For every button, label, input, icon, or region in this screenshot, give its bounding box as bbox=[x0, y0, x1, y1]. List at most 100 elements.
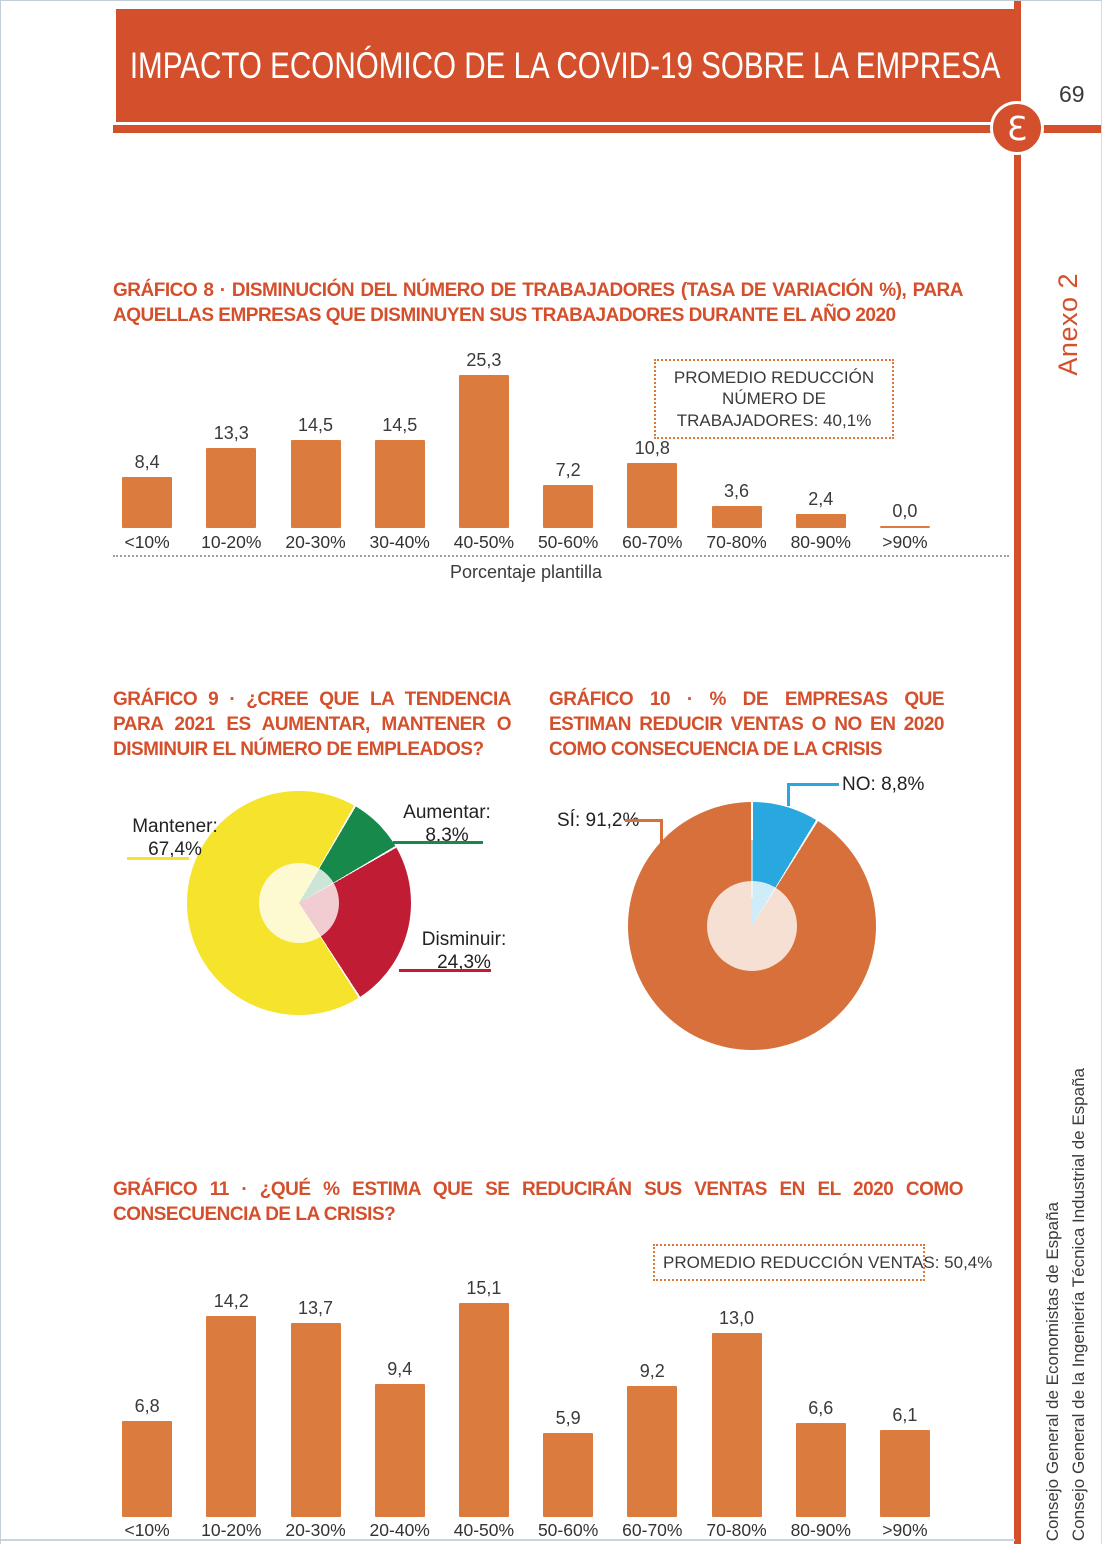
bar-value-label: 13,0 bbox=[719, 1308, 755, 1328]
bar-value-label: 14,2 bbox=[213, 1291, 249, 1311]
bar bbox=[879, 526, 930, 528]
bar bbox=[374, 1384, 425, 1517]
bar bbox=[627, 463, 678, 528]
category-label: 80-90% bbox=[790, 1520, 851, 1540]
slice-value: 67,4% bbox=[148, 839, 202, 861]
grafico-11-baseline bbox=[1, 1539, 1015, 1541]
bar-value-label: 14,5 bbox=[297, 415, 334, 435]
bar-value-label: 6,6 bbox=[808, 1398, 834, 1418]
slice-name: Mantener: bbox=[132, 816, 218, 837]
grafico-11-title: GRÁFICO 11 · ¿QUÉ % ESTIMA QUE SE REDUCI… bbox=[113, 1179, 964, 1226]
bar bbox=[290, 1323, 341, 1517]
pie-center-disc bbox=[707, 881, 797, 971]
category-label: 60-70% bbox=[622, 1520, 683, 1540]
category-label: 30-40% bbox=[369, 532, 430, 552]
category-label: <10% bbox=[124, 1520, 170, 1540]
slice-name: SÍ: bbox=[557, 810, 581, 831]
pie10-leader-si-h bbox=[625, 819, 663, 822]
bar-slot: 2,4 bbox=[779, 349, 863, 528]
bar-value-label: 14,5 bbox=[382, 415, 418, 435]
bar-value-label: 3,6 bbox=[724, 481, 750, 501]
bar bbox=[374, 440, 425, 528]
credit-ingenieria: Consejo General de la Ingeniería Técnica… bbox=[1069, 1067, 1088, 1541]
page-header-banner: IMPACTO ECONÓMICO DE LA COVID-19 SOBRE L… bbox=[116, 9, 1015, 122]
bar-value-label: 2,4 bbox=[808, 489, 834, 509]
slice-name: NO: bbox=[842, 774, 876, 795]
bar bbox=[879, 1430, 930, 1517]
bar-slot: 0,0 bbox=[863, 349, 947, 528]
grafico-9-title: GRÁFICO 9 · ¿CREE QUE LA TENDENCIA PARA … bbox=[113, 689, 512, 761]
bar bbox=[795, 514, 846, 528]
bar-value-label: 9,4 bbox=[387, 1359, 413, 1379]
category-label: 40-50% bbox=[453, 532, 515, 552]
category-label: >90% bbox=[882, 1520, 928, 1540]
logo-badge: Ɛ bbox=[990, 101, 1044, 155]
bar-slot: 25,3 bbox=[442, 349, 526, 528]
bar bbox=[543, 1433, 594, 1517]
annex-label: Anexo 2 bbox=[1053, 273, 1083, 376]
header-rule bbox=[113, 125, 1101, 133]
bar-slot: 13,3 bbox=[189, 349, 273, 528]
sidebar-rule bbox=[1014, 1, 1021, 1544]
logo-epsilon-icon: Ɛ bbox=[1006, 108, 1028, 148]
category-label: 10-20% bbox=[201, 1520, 262, 1540]
pie10-leader-si-v bbox=[660, 819, 663, 845]
bar-slot: 6,6 bbox=[779, 1268, 863, 1517]
bar-slot: 14,5 bbox=[358, 349, 442, 528]
bar-value-label: 6,8 bbox=[134, 1396, 160, 1416]
category-label: >90% bbox=[882, 532, 928, 552]
bar-value-label: 13,3 bbox=[213, 423, 249, 443]
grafico-8-category-axis: <10% 10-20% 20-30% 30-40% 40-50% 50-60% 60-70%… bbox=[105, 532, 947, 553]
bar bbox=[458, 1303, 509, 1517]
credit-economistas: Consejo General de Economistas de España bbox=[1043, 1201, 1062, 1541]
grafico-8-average-note: PROMEDIO REDUCCIÓN NÚMERO DE TRABAJADORE… bbox=[654, 359, 894, 439]
bar-value-label: 0,0 bbox=[892, 501, 918, 521]
pie9-leader-disminuir bbox=[399, 969, 491, 972]
slice-name: Disminuir: bbox=[421, 929, 507, 950]
bar-slot: 5,9 bbox=[526, 1268, 610, 1517]
bar-slot: 6,1 bbox=[863, 1268, 947, 1517]
category-label: 50-60% bbox=[537, 532, 599, 552]
bar-value-label: 8,4 bbox=[134, 452, 160, 472]
bar bbox=[543, 485, 594, 528]
category-label: 10-20% bbox=[201, 532, 262, 552]
bar-slot: 3,6 bbox=[694, 349, 778, 528]
category-label: 50-60% bbox=[537, 1520, 599, 1540]
grafico-8-x-axis-label: Porcentaje plantilla bbox=[449, 562, 603, 582]
pie9-label-mantener: Mantener: 67,4% bbox=[119, 815, 231, 861]
bar-slot: 14,2 bbox=[189, 1268, 273, 1517]
bar-chart-grafico-11: 6,8 14,2 13,7 9,4 15,1 5,9 9,2 13,0 6,6 6,1 bbox=[105, 1268, 947, 1517]
pie-chart-grafico-9 bbox=[187, 791, 411, 1015]
bar-value-label: 5,9 bbox=[555, 1408, 581, 1428]
category-label: 70-80% bbox=[706, 532, 767, 552]
page-number: 69 bbox=[1059, 81, 1085, 107]
grafico-8-title: GRÁFICO 8 · DISMINUCIÓN DEL NÚMERO DE TR… bbox=[113, 280, 964, 327]
pie-chart-grafico-10 bbox=[628, 802, 876, 1050]
pie10-label-no: NO: 8,8% bbox=[842, 773, 924, 796]
bar bbox=[711, 1333, 762, 1517]
grafico-11-category-axis: <10% 10-20% 20-30% 20-40% 40-50% 50-60% 60-70%… bbox=[105, 1520, 947, 1541]
bar-slot: 6,8 bbox=[105, 1268, 189, 1517]
slice-value: 8,3% bbox=[425, 825, 469, 847]
bar bbox=[290, 440, 341, 528]
pie-center-disc bbox=[259, 863, 339, 943]
grafico-10-title: GRÁFICO 10 · % DE EMPRESAS QUE ESTIMAN R… bbox=[549, 689, 945, 761]
bar-slot: 13,0 bbox=[694, 1268, 778, 1517]
category-label: 20-40% bbox=[369, 1520, 430, 1540]
pie9-leader-mantener bbox=[127, 857, 189, 860]
bar-value-label: 7,2 bbox=[555, 460, 581, 480]
bar-value-label: 13,7 bbox=[297, 1298, 334, 1318]
bar-slot: 9,4 bbox=[358, 1268, 442, 1517]
bar bbox=[206, 448, 257, 528]
bar bbox=[627, 1386, 678, 1517]
category-label: 40-50% bbox=[453, 1520, 515, 1540]
pie9-leader-aumentar bbox=[393, 841, 483, 844]
page-title: IMPACTO ECONÓMICO DE LA COVID-19 SOBRE L… bbox=[130, 44, 1001, 86]
slice-name: Aumentar: bbox=[403, 802, 491, 823]
bar bbox=[795, 1423, 846, 1517]
slice-value: 24,3% bbox=[437, 952, 491, 974]
category-label: <10% bbox=[124, 532, 170, 552]
bar-value-label: 10,8 bbox=[634, 438, 670, 458]
grafico-11-average-note: PROMEDIO REDUCCIÓN VENTAS: 50,4% bbox=[653, 1244, 992, 1282]
